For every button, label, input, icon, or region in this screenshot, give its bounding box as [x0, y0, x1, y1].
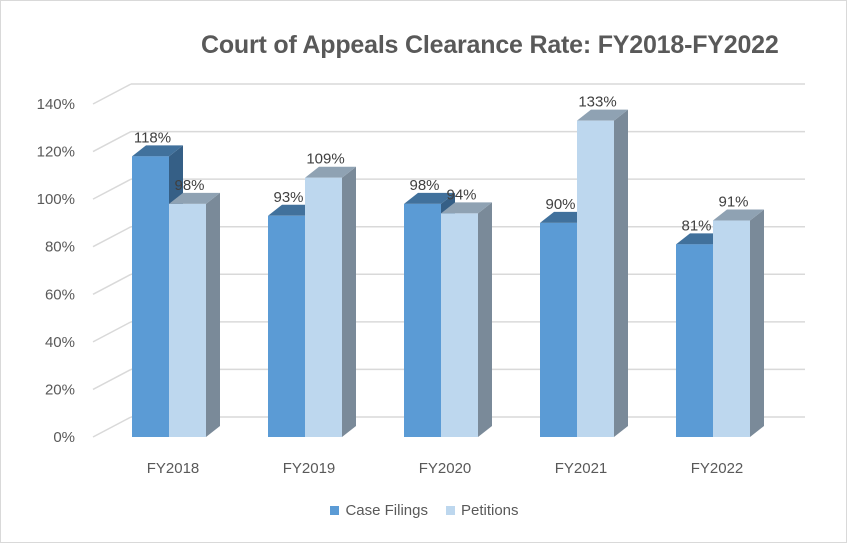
legend-swatch-case-filings — [330, 506, 340, 515]
x-tick-label: FY2021 — [555, 460, 608, 477]
legend-label: Case Filings — [345, 502, 428, 519]
y-tick-label: 120% — [37, 144, 75, 161]
x-tick-label: FY2020 — [419, 460, 472, 477]
data-label: 93% — [273, 189, 303, 206]
x-tick-label: FY2018 — [147, 460, 200, 477]
bar-petitions-fy2021[interactable] — [577, 109, 628, 438]
bar-petitions-fy2020[interactable] — [441, 202, 492, 437]
y-tick-label: 0% — [53, 429, 75, 446]
y-tick-label: 80% — [45, 239, 75, 256]
data-labels: 118% 98% 93% 109% 98% 94% 90% 133% 81% 91% — [134, 94, 749, 235]
y-tick-label: 20% — [45, 381, 75, 398]
bars — [132, 109, 764, 438]
legend: Case Filings Petitions — [1, 502, 847, 519]
x-tick-label: FY2019 — [283, 460, 336, 477]
legend-label: Petitions — [460, 502, 519, 519]
y-axis: 0% 20% 40% 60% 80% 100% 120% 140% — [37, 96, 75, 446]
legend-swatch-petitions — [445, 506, 455, 515]
data-label: 94% — [446, 186, 476, 203]
bar-petitions-fy2018[interactable] — [169, 192, 220, 437]
y-tick-label: 60% — [45, 286, 75, 303]
data-label: 118% — [134, 129, 171, 146]
data-label: 81% — [681, 217, 711, 234]
data-label: 109% — [306, 151, 344, 168]
x-tick-label: FY2022 — [691, 460, 744, 477]
y-tick-label: 40% — [45, 334, 75, 351]
chart-title: Court of Appeals Clearance Rate: FY2018-… — [201, 31, 779, 59]
data-label: 98% — [409, 177, 439, 194]
data-label: 133% — [578, 94, 616, 111]
bar-petitions-fy2022[interactable] — [713, 209, 764, 437]
legend-item-case-filings[interactable]: Case Filings — [330, 502, 428, 519]
data-label: 98% — [174, 177, 204, 194]
data-label: 91% — [718, 194, 748, 211]
bar-petitions-fy2019[interactable] — [305, 166, 356, 437]
data-label: 90% — [545, 196, 575, 213]
y-tick-label: 100% — [37, 191, 75, 208]
y-tick-label: 140% — [37, 96, 75, 113]
x-axis: FY2018 FY2019 FY2020 FY2021 FY2022 — [147, 460, 744, 477]
legend-item-petitions[interactable]: Petitions — [445, 502, 519, 519]
